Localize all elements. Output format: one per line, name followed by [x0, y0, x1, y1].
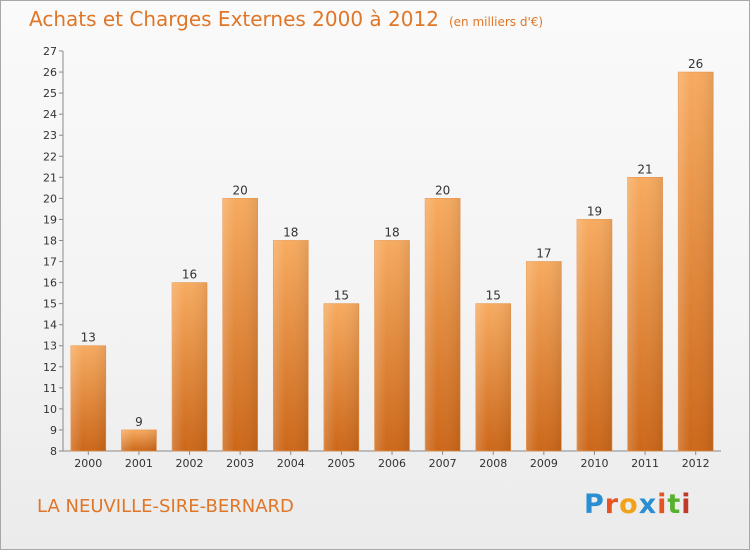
bar-shade-2012 [678, 72, 714, 451]
y-tick-label: 9 [50, 424, 57, 437]
location-label: LA NEUVILLE-SIRE-BERNARD [37, 496, 294, 517]
bar-shade-2011 [627, 177, 663, 451]
x-tick-label-2001: 2001 [125, 457, 153, 470]
x-tick-label-2006: 2006 [378, 457, 406, 470]
value-label-2002: 16 [182, 268, 197, 282]
y-tick-label: 21 [43, 171, 57, 184]
bar-shade-2009 [526, 261, 562, 451]
title-unit: (en milliers d'€) [448, 15, 544, 29]
y-tick-label: 22 [43, 150, 57, 163]
x-tick-label-2005: 2005 [327, 457, 355, 470]
bar-shade-2007 [425, 198, 461, 451]
x-tick-label-2010: 2010 [580, 457, 608, 470]
value-label-2004: 18 [283, 225, 298, 239]
x-tick-label-2012: 2012 [682, 457, 710, 470]
value-label-2012: 26 [688, 57, 703, 71]
value-label-2007: 20 [435, 183, 450, 197]
y-tick-label: 8 [50, 445, 57, 458]
value-label-2003: 20 [233, 183, 248, 197]
bar-shade-2005 [323, 303, 359, 451]
x-tick-label-2011: 2011 [631, 457, 659, 470]
y-tick-label: 16 [43, 277, 57, 290]
y-tick-label: 20 [43, 192, 57, 205]
y-tick-label: 18 [43, 234, 57, 247]
value-label-2010: 19 [587, 204, 602, 218]
value-label-2005: 15 [334, 289, 349, 303]
y-tick-label: 27 [43, 45, 57, 58]
bar-shade-2008 [475, 303, 511, 451]
x-tick-label-2002: 2002 [176, 457, 204, 470]
y-tick-label: 12 [43, 361, 57, 374]
y-tick-label: 14 [43, 319, 57, 332]
bar-shade-2003 [222, 198, 258, 451]
y-tick-label: 23 [43, 129, 57, 142]
x-tick-label-2004: 2004 [277, 457, 305, 470]
value-label-2001: 9 [135, 415, 143, 429]
value-label-2009: 17 [536, 247, 551, 261]
x-tick-label-2007: 2007 [429, 457, 457, 470]
y-tick-label: 13 [43, 340, 57, 353]
bar-shade-2000 [70, 345, 106, 451]
value-label-2011: 21 [637, 162, 652, 176]
bar-shade-2002 [172, 282, 208, 451]
axes: 8 9 10 11 12 13 14 15 16 17 18 19 20 21 22 23 24 25 26 27 20… [43, 45, 721, 470]
bar-shade-2010 [576, 219, 612, 451]
y-tick-label: 26 [43, 66, 57, 79]
value-label-2008: 15 [486, 289, 501, 303]
bars: 13 9 16 20 18 15 18 20 15 17 19 21 26 [70, 57, 714, 452]
x-tick-label-2003: 2003 [226, 457, 254, 470]
y-tick-label: 10 [43, 403, 57, 416]
y-tick-label: 15 [43, 298, 57, 311]
value-label-2000: 13 [81, 331, 96, 345]
chart-title: Achats et Charges Externes 2000 à 2012 (e… [29, 7, 543, 31]
value-label-2006: 18 [384, 225, 399, 239]
bar-shade-2001 [121, 429, 157, 451]
x-tick-label-2008: 2008 [479, 457, 507, 470]
y-tick-label: 24 [43, 108, 57, 121]
bar-shade-2004 [273, 240, 309, 451]
x-tick-label-2009: 2009 [530, 457, 558, 470]
y-tick-label: 11 [43, 382, 57, 395]
y-tick-label: 25 [43, 87, 57, 100]
title-text: Achats et Charges Externes 2000 à 2012 [29, 7, 439, 31]
y-tick-label: 19 [43, 213, 57, 226]
proxiti-logo: Proxiti [584, 489, 692, 520]
x-tick-label-2000: 2000 [74, 457, 102, 470]
y-tick-label: 17 [43, 256, 57, 269]
bar-shade-2006 [374, 240, 410, 451]
